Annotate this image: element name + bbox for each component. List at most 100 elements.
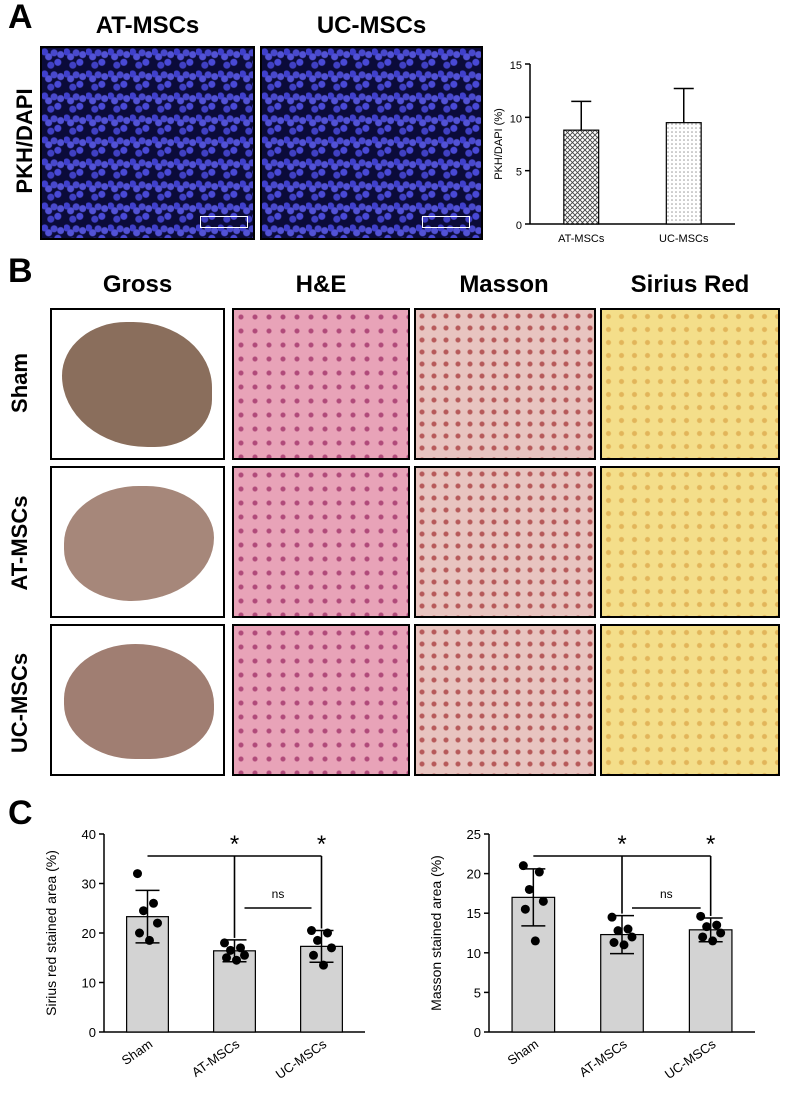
gross-liver-at-mscs [50,466,225,618]
ns-label: ns [272,887,285,901]
y-axis-label: Sirius red stained area (%) [43,850,59,1016]
pkh-chart: 0 5 10 15 PKH/DAPI (%) AT-MSCs UC-MSCs [493,60,735,245]
liver-shape [64,644,214,759]
fluorescence-image-uc-mscs [260,46,483,240]
x-tick-label: UC-MSCs [273,1036,330,1082]
data-point [530,936,540,946]
data-point [534,867,544,877]
y-tick-label: 40 [82,827,96,842]
significance-star: * [706,831,715,858]
data-point [327,943,336,953]
panel-a-row-label: PKH/DAPI [12,88,37,194]
y-tick-label: 15 [510,60,522,72]
he-image-at-mscs [232,466,410,618]
data-point [222,953,231,963]
y-tick-label: 10 [510,113,522,125]
data-point [232,955,241,965]
x-tick-label: Sham [119,1036,155,1068]
sirius-image-sham [600,308,780,460]
panel-a-col-label: UC-MSCs [316,12,427,39]
he-image-sham [232,308,410,460]
liver-shape [62,322,212,447]
panel-letter-b: B [8,252,33,290]
liver-shape [64,486,214,601]
data-point [708,936,718,946]
scale-bar [200,216,248,228]
masson-image-uc-mscs [414,624,596,776]
data-point [319,960,328,970]
panel-b-row-at: AT-MSCs [7,495,32,591]
x-tick-label: AT-MSCs [576,1036,630,1080]
y-tick-label: 10 [82,976,96,991]
data-point [538,896,548,906]
data-point [220,938,229,948]
bar [688,929,733,1033]
data-point [607,912,617,922]
sirius-image-at-mscs [600,466,780,618]
y-tick-label: 20 [467,867,481,882]
y-tick-label: 0 [516,220,522,232]
bar [563,129,600,225]
data-point [139,906,148,916]
data-point [149,898,158,908]
y-axis-label: PKH/DAPI (%) [493,108,505,180]
data-point [307,926,316,936]
data-point [236,943,245,953]
data-point [226,945,235,955]
scale-bar [422,216,470,228]
data-point [613,926,623,936]
data-point [698,932,708,942]
significance-star: * [230,831,239,858]
gross-liver-sham [50,308,225,460]
data-point [518,861,528,871]
data-point [609,938,619,948]
sirius-chart: 0 10 20 30 40 Sirius red stained area (%) Sham… [43,827,365,1082]
y-tick-label: 0 [89,1025,96,1040]
fluorescence-image-at-mscs [40,46,255,240]
data-point [135,928,144,938]
significance-star: * [317,831,326,858]
data-point [702,922,712,932]
y-tick-label: 0 [474,1025,481,1040]
data-point [520,904,530,914]
bar [213,950,256,1033]
x-tick-label: UC-MSCs [659,233,709,245]
data-point [619,940,629,950]
gross-liver-uc-mscs [50,624,225,776]
y-tick-label: 5 [516,167,522,179]
panel-letter-c: C [8,794,33,832]
sirius-image-uc-mscs [600,624,780,776]
panel-b-col-he: H&E [295,271,347,298]
x-tick-label: UC-MSCs [662,1036,719,1082]
he-image-uc-mscs [232,624,410,776]
data-point [133,869,142,879]
data-point [240,950,249,960]
data-point [524,884,534,894]
x-tick-label: AT-MSCs [558,233,605,245]
data-point [696,911,706,921]
y-tick-label: 10 [467,946,481,961]
masson-image-sham [414,308,596,460]
data-point [323,928,332,938]
masson-chart: 0 5 10 15 20 25 Masson stained area (%) Sham AT-… [428,827,755,1082]
y-tick-label: 30 [82,877,96,892]
panel-b-row-sham: Sham [7,353,32,413]
y-tick-label: 5 [474,985,481,1000]
panel-a-col-label: AT-MSCs [95,12,200,39]
bar [665,122,702,225]
panel-b-col-sirius: Sirius Red [630,271,750,298]
panel-b-col-gross: Gross [102,271,173,298]
data-point [309,950,318,960]
data-point [313,935,322,945]
y-tick-label: 20 [82,926,96,941]
data-point [716,928,726,938]
y-axis-label: Masson stained area (%) [428,855,444,1011]
data-point [145,935,154,945]
x-tick-label: AT-MSCs [189,1036,243,1080]
data-point [153,918,162,928]
panel-letter-a: A [8,0,33,36]
ns-label: ns [660,887,673,901]
significance-star: * [617,831,626,858]
data-point [623,924,633,934]
panel-b-col-masson: Masson [459,271,549,298]
